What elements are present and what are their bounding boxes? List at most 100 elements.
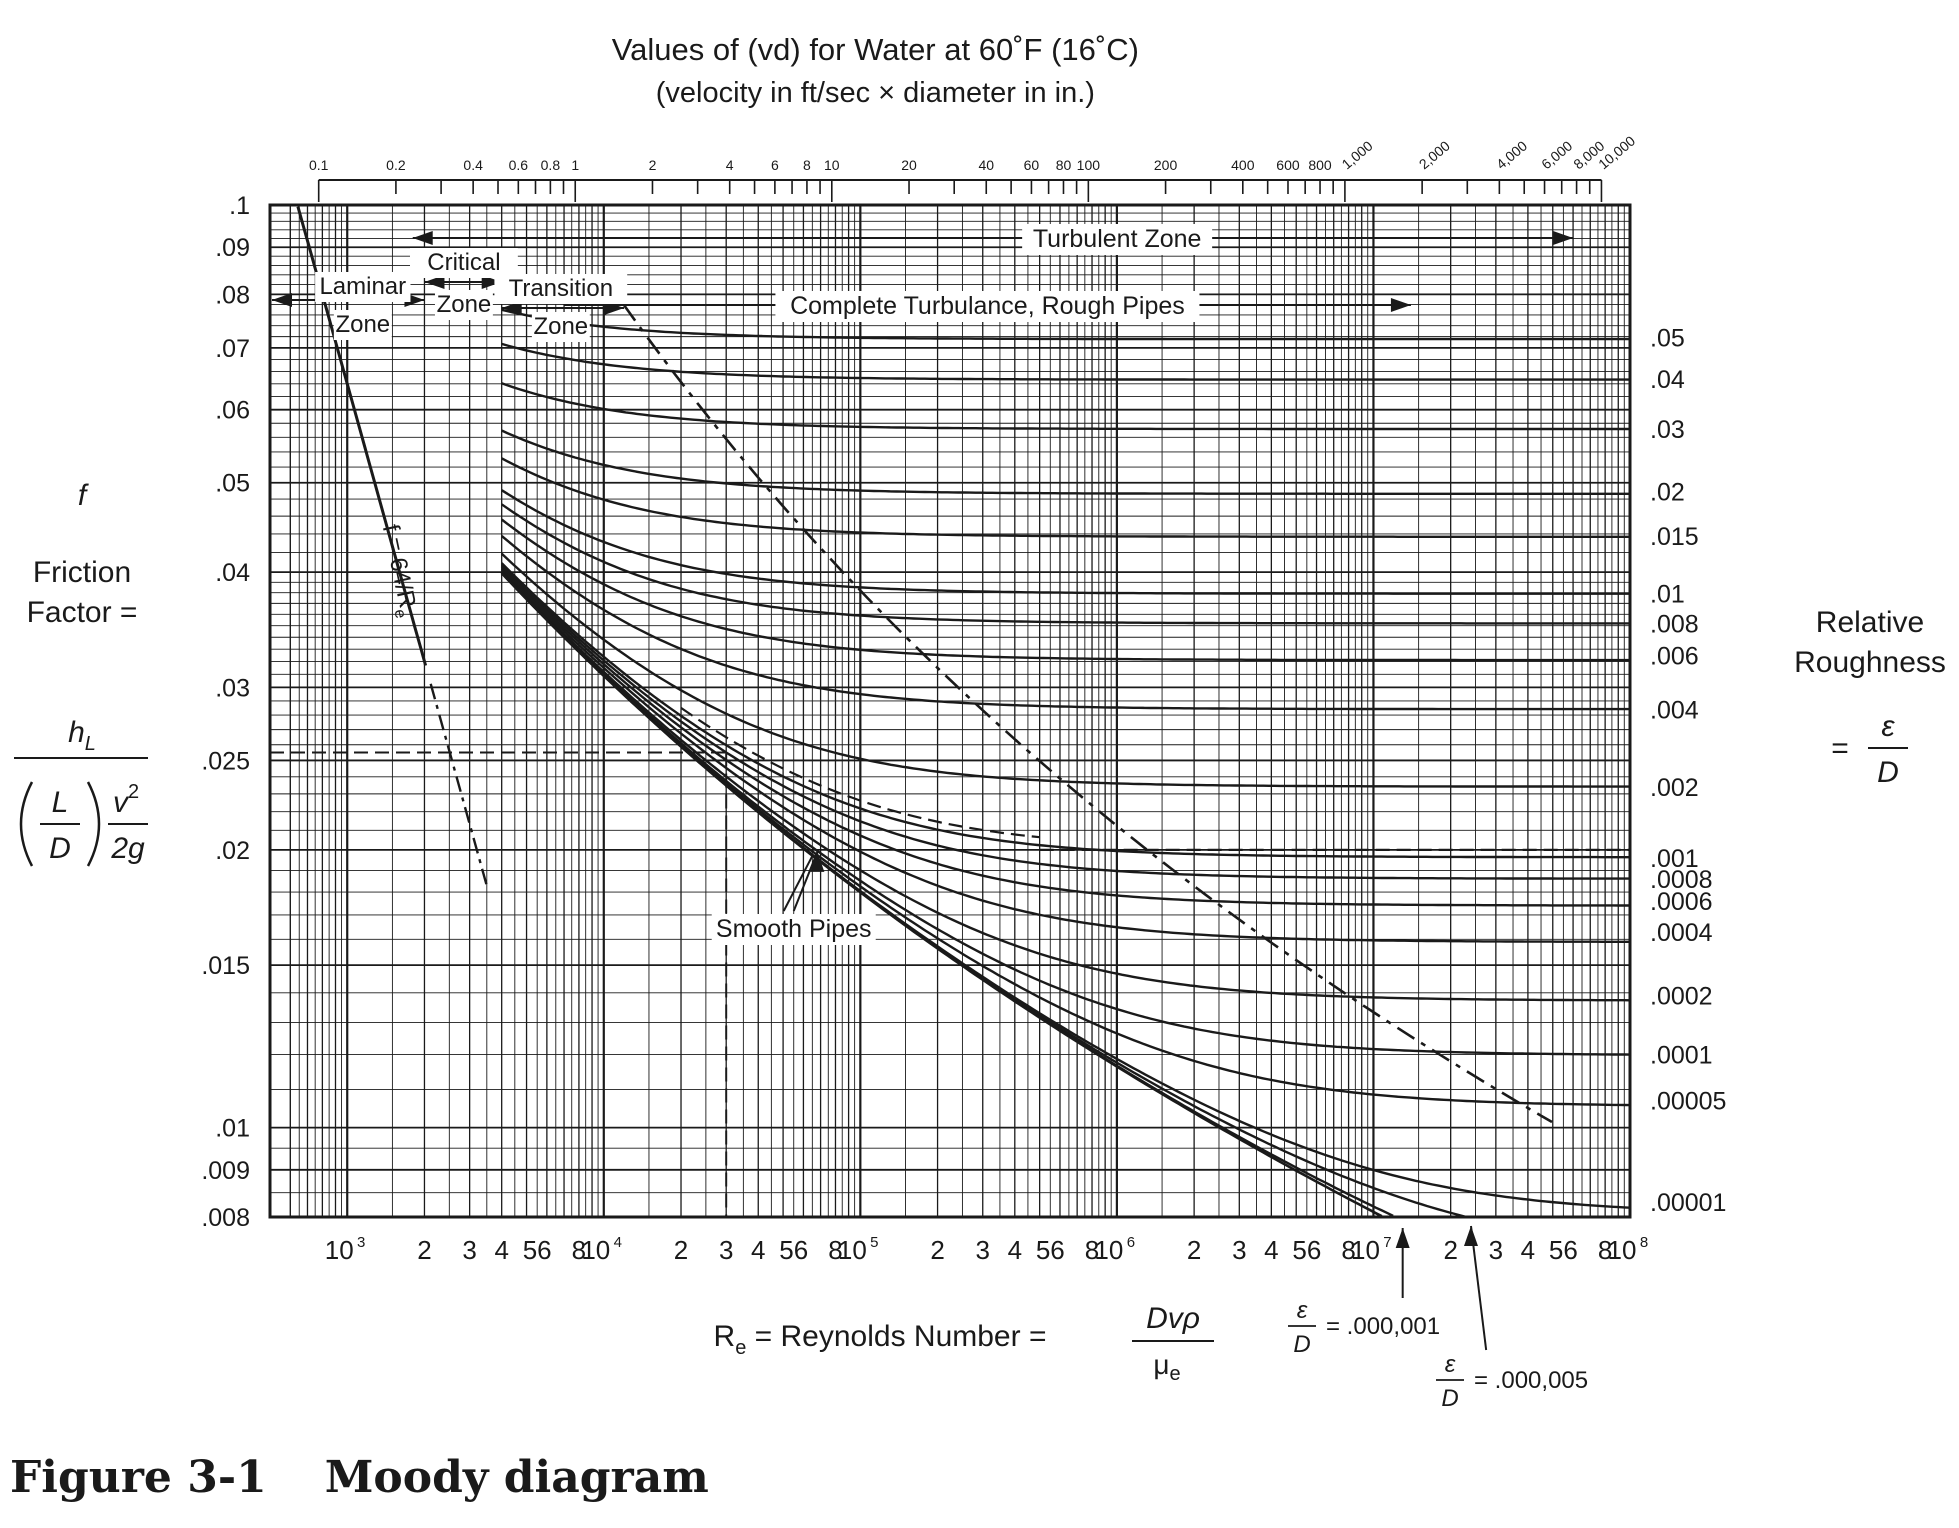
top-axis-label: 40: [978, 157, 994, 173]
y-label-2g: 2g: [110, 832, 145, 865]
x-tick-label: 10: [1608, 1235, 1637, 1265]
reynolds-denominator: μe: [1153, 1349, 1180, 1385]
x-tick-label: 8: [1085, 1235, 1099, 1265]
top-axis-label: 60: [1024, 157, 1040, 173]
laminar-zone-label: Laminar: [319, 273, 406, 300]
top-axis-label: 6: [771, 157, 779, 173]
critical-zone-label-2: Zone: [437, 291, 492, 318]
x-tick-label: 3: [1232, 1235, 1246, 1265]
x-tick-exponent: 7: [1383, 1234, 1391, 1251]
top-axis-label: 6,000: [1538, 137, 1575, 172]
x-tick-label: 8: [572, 1235, 586, 1265]
top-axis-label: 100: [1077, 157, 1101, 173]
top-axis-label: 200: [1154, 157, 1178, 173]
roughness-label: .001: [1650, 845, 1699, 873]
roughness-curve: [500, 570, 1631, 1002]
x-tick-label: 4: [1264, 1235, 1278, 1265]
smooth-pipe-curve: [500, 572, 1383, 1218]
x-tick-label: 10: [325, 1235, 354, 1265]
top-axis-label: 10: [824, 157, 840, 173]
smooth-pipes-pointer-2: [792, 851, 819, 912]
x-tick-label: 10: [1351, 1235, 1380, 1265]
moody-diagram: .05.04.03.02.015.01.008.006.004.002.001.…: [14, 32, 1946, 1412]
roughness-label: .00005: [1650, 1087, 1726, 1115]
x-axis-label: Re = Reynolds Number =: [714, 1320, 1047, 1359]
x-tick-label: 3: [976, 1235, 990, 1265]
right-label-roughness: Roughness: [1794, 646, 1946, 679]
roughness-label: .015: [1650, 523, 1699, 551]
roughness-curve: [501, 503, 1630, 625]
roughness-label: .01: [1650, 581, 1685, 609]
roughness-label: .0004: [1650, 919, 1713, 947]
turbulent-zone-label-bg: [1022, 224, 1213, 255]
y-tick-label: .1: [229, 192, 250, 220]
chart-title: Values of (vd) for Water at 60˚F (16˚C): [612, 32, 1139, 67]
callout-2-epsilon: ε: [1445, 1351, 1456, 1378]
x-tick-label: 10: [581, 1235, 610, 1265]
y-tick-label: .009: [201, 1157, 250, 1185]
y-tick-label: .008: [201, 1204, 250, 1232]
transition-zone-label: Transition: [509, 275, 613, 302]
reynolds-numerator: Dvρ: [1146, 1302, 1200, 1335]
turbulent-zone-arrowhead-left: [412, 231, 433, 245]
roughness-curve: [500, 571, 1631, 1056]
chart-subtitle: (velocity in ft/sec × diameter in in.): [656, 77, 1095, 109]
roughness-label: .004: [1650, 696, 1699, 724]
roughness-curve: [500, 566, 1630, 907]
figure-title: Moody diagram: [324, 1452, 709, 1503]
x-tick-label: 4: [1008, 1235, 1022, 1265]
top-axis-label: 400: [1231, 157, 1255, 173]
complete-turbulence-label-bg: [775, 291, 1200, 322]
x-tick-exponent: 8: [1640, 1234, 1648, 1251]
y-tick-label: .025: [201, 747, 250, 775]
top-axis-label: 8: [803, 157, 811, 173]
y-tick-label: .015: [201, 952, 250, 980]
roughness-label: .0002: [1650, 983, 1713, 1011]
y-tick-label: .05: [215, 470, 250, 498]
callout-1-D: D: [1293, 1331, 1310, 1358]
plot-border: [268, 203, 1632, 1219]
y-tick-label: .07: [215, 335, 250, 363]
callout-2-value: = .000,005: [1474, 1367, 1588, 1394]
top-axis-label: 20: [901, 157, 917, 173]
roughness-label: .00001: [1650, 1189, 1726, 1217]
x-tick-label: 56: [1549, 1235, 1578, 1265]
smooth-pipes-pointer: [782, 855, 814, 912]
roughness-curve: [501, 308, 1630, 341]
y-tick-label: .02: [215, 837, 250, 865]
x-tick-label: 2: [1187, 1235, 1201, 1265]
roughness-curve: [500, 562, 1630, 859]
roughness-curve: [501, 489, 1630, 595]
x-tick-label: 8: [1598, 1235, 1612, 1265]
smooth-pipes-label: Smooth Pipes: [716, 915, 872, 943]
y-tick-label: .09: [215, 234, 250, 262]
y-label-paren-right: [86, 781, 101, 867]
roughness-curve: [500, 571, 1631, 1107]
roughness-curve: [500, 568, 1630, 943]
callout-2-arrowhead: [1463, 1226, 1478, 1246]
transition-zone-arrowhead-right: [604, 301, 625, 315]
x-tick-label: 56: [523, 1235, 552, 1265]
laminar-zone-arrowhead-left: [272, 293, 292, 307]
x-tick-label: 8: [828, 1235, 842, 1265]
x-tick-exponent: 5: [870, 1234, 878, 1251]
roughness-curve: [500, 518, 1630, 662]
complete-turbulence-label: Complete Turbulance, Rough Pipes: [790, 292, 1185, 320]
right-label-epsilon: ε: [1881, 710, 1895, 743]
top-axis-label: 80: [1056, 157, 1072, 173]
x-tick-label: 10: [1094, 1235, 1123, 1265]
laminar-zone-label-2-bg: [333, 310, 392, 340]
top-axis-label: 4: [726, 157, 734, 173]
roughness-label: .0006: [1650, 888, 1713, 916]
x-tick-label: 4: [1521, 1235, 1535, 1265]
roughness-label: .002: [1650, 774, 1699, 802]
y-tick-label: .08: [215, 281, 250, 309]
top-axis-label: 0.1: [309, 157, 329, 173]
x-tick-label: 3: [1489, 1235, 1503, 1265]
y-label-D: D: [49, 832, 71, 865]
x-tick-exponent: 3: [357, 1234, 365, 1251]
x-tick-label: 56: [1292, 1235, 1321, 1265]
smooth-pipes-label-bg: [711, 914, 876, 945]
top-axis-label: 0.8: [541, 157, 561, 173]
x-tick-label: 2: [674, 1235, 688, 1265]
